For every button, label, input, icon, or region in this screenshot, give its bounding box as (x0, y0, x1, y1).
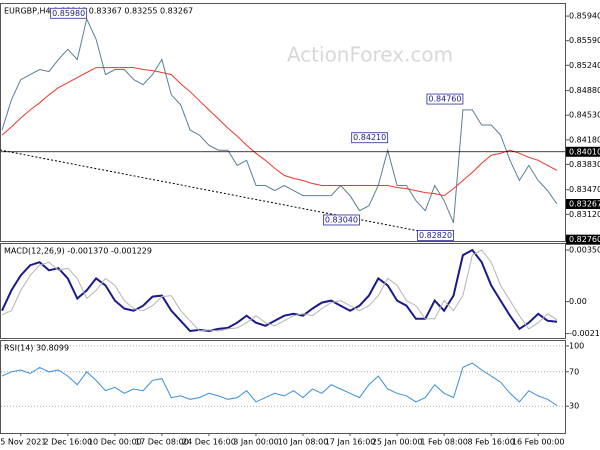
annotation-label: 0.82820 (419, 231, 452, 240)
series-line (1, 67, 558, 197)
panel-title: MACD(12,26,9) -0.001370 -0.001229 (4, 247, 152, 256)
y-tick-label: 0.83120 (569, 210, 600, 219)
y-tick-label: 0.83470 (569, 185, 600, 194)
low-label: 0.82760 (569, 235, 600, 244)
annotation-box (426, 93, 464, 105)
annotation-box (50, 7, 88, 19)
x-tick-label: 8 Feb 16:00 (467, 438, 514, 447)
annotation-label: 0.83040 (325, 215, 358, 224)
y-tick-label: 0.83830 (569, 160, 600, 169)
series-line (1, 17, 558, 223)
y-tick-label: 0.85940 (569, 12, 600, 21)
y-tick-label: 70 (569, 367, 579, 376)
x-tick-label: 25 Jan 00:00 (372, 438, 423, 447)
last-price-label-box (566, 199, 600, 210)
y-tick-label: -0.002176 (569, 329, 600, 338)
x-tick-label: 1 Feb 08:00 (420, 438, 467, 447)
x-tick-label: 10 Dec 00:00 (88, 438, 142, 447)
annotation-box (417, 230, 454, 241)
x-tick-label: 10 Jan 08:00 (278, 438, 329, 447)
x-tick-label: 17 Dec 08:00 (135, 438, 189, 447)
y-tick-label: 0.003509 (569, 246, 600, 255)
y-tick-label: 0.00 (569, 297, 587, 306)
watermark: ActionForex.com (287, 43, 453, 67)
panel-title: RSI(14) 30.8099 (4, 344, 69, 353)
annotation-label: 0.84760 (428, 95, 461, 104)
y-tick-label: 0.84180 (569, 135, 600, 144)
x-tick-label: 17 Jan 16:00 (325, 438, 376, 447)
x-tick-label: 2 Dec 16:00 (43, 438, 92, 447)
x-tick-label: 24 Dec 16:00 (182, 438, 236, 447)
x-tick-label: 16 Feb 00:00 (512, 438, 564, 447)
y-tick-label: 100 (569, 341, 584, 350)
y-tick-label: 0.85240 (569, 61, 600, 70)
series-line (1, 249, 558, 332)
x-tick-label: 3 Jan 00:00 (233, 438, 279, 447)
level-label: 0.84010 (569, 147, 600, 156)
panel-title: EURGBP,H4 0.83346 0.83367 0.83255 0.8326… (4, 7, 193, 16)
price-panel (0, 3, 566, 242)
annotation-box (323, 214, 360, 226)
y-tick-label: 0.84530 (569, 111, 600, 120)
last-price-label: 0.83267 (569, 200, 600, 209)
x-tick-label: 25 Nov 2021 (0, 438, 46, 447)
series-line (1, 248, 558, 333)
series-line (1, 362, 558, 406)
annotation-label: 0.84210 (353, 133, 386, 142)
trend-line (0, 149, 451, 238)
annotation-box (351, 132, 389, 144)
macd-panel (0, 243, 566, 339)
annotation-label: 0.85980 (52, 9, 85, 18)
rsi-panel (0, 340, 566, 434)
low-label-box (566, 234, 600, 245)
y-tick-label: 30 (569, 402, 579, 411)
y-tick-label: 0.85590 (569, 36, 600, 45)
y-tick-label: 0.84880 (569, 86, 600, 95)
level-label-box (566, 146, 600, 157)
